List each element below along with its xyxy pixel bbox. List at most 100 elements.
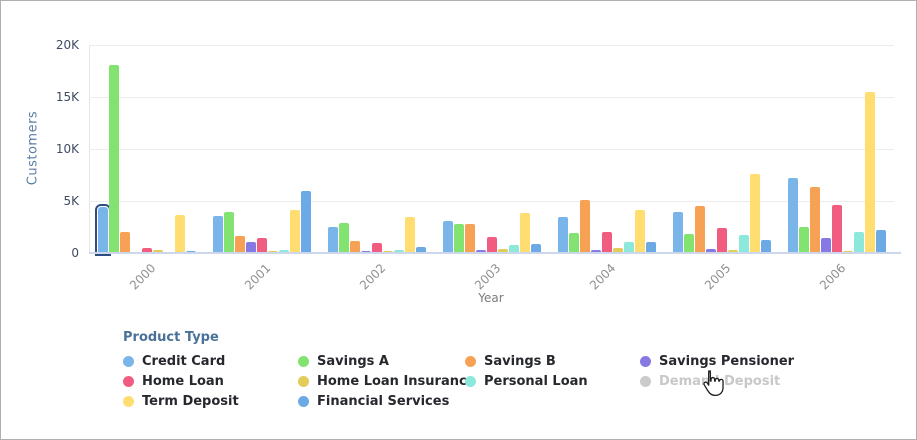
bar-term-deposit[interactable] (174, 215, 185, 253)
bar-group-2005: 2005 (664, 45, 779, 292)
bar-savings-b[interactable] (809, 187, 820, 253)
bar-personal-loan[interactable] (278, 250, 289, 253)
bar-savings-pensioner[interactable] (245, 242, 256, 253)
bar-personal-loan[interactable] (393, 250, 404, 253)
legend-marker-icon (123, 375, 134, 387)
bar-financial-services[interactable] (645, 242, 656, 253)
bar-home-loan[interactable] (716, 228, 727, 253)
bar-personal-loan[interactable] (623, 242, 634, 253)
legend-item-demand-deposit[interactable]: Demand Deposit (640, 374, 840, 389)
y-axis-title: Customers (25, 110, 41, 186)
bar-savings-b[interactable] (464, 224, 475, 253)
bar-personal-loan[interactable] (853, 232, 864, 253)
gridline (89, 149, 894, 150)
bar-home-loan[interactable] (831, 205, 842, 253)
bar-savings-pensioner[interactable] (705, 249, 716, 253)
legend-item-personal-loan[interactable]: Personal Loan (465, 373, 640, 389)
bar-home-loan[interactable] (601, 232, 612, 253)
y-tick-label: 15K (55, 90, 79, 104)
gridline (89, 97, 894, 98)
bar-term-deposit[interactable] (864, 92, 875, 253)
bar-savings-b[interactable] (694, 206, 705, 253)
bar-savings-a[interactable] (568, 233, 579, 253)
bar-credit-card[interactable] (97, 207, 108, 253)
bar-financial-services[interactable] (760, 240, 771, 253)
bar-savings-b[interactable] (234, 236, 245, 253)
legend-marker-icon (298, 395, 309, 407)
bar-savings-a[interactable] (453, 224, 464, 253)
bar-term-deposit[interactable] (289, 210, 300, 253)
bar-term-deposit[interactable] (404, 217, 415, 253)
bar-financial-services[interactable] (415, 247, 426, 253)
bar-credit-card[interactable] (557, 217, 568, 253)
legend-item-savings-pensioner[interactable]: Savings Pensioner (640, 354, 840, 369)
legend-marker-icon (640, 355, 651, 367)
legend-item-financial-services[interactable]: Financial Services (298, 394, 465, 409)
bar-financial-services[interactable] (875, 230, 886, 253)
bar-savings-a[interactable] (108, 65, 119, 253)
bar-savings-b[interactable] (349, 241, 360, 253)
bar-personal-loan[interactable] (738, 235, 749, 253)
x-tick-label: 2004 (586, 261, 619, 293)
y-tick-label: 0 (71, 246, 79, 260)
legend-marker-icon (298, 375, 309, 387)
bar-term-deposit[interactable] (749, 174, 760, 253)
bar-financial-services[interactable] (300, 191, 311, 253)
bar-home-loan[interactable] (141, 248, 152, 253)
chart-region: 0 5K 10K 15K 20K Customers 2000 2001 2002 2003 2… (1, 1, 916, 311)
legend-marker-icon (465, 355, 476, 367)
bar-home-loan[interactable] (371, 243, 382, 253)
gridline (89, 45, 894, 46)
bar-home-loan[interactable] (256, 238, 267, 253)
legend-item-label: Home Loan (142, 373, 224, 389)
bar-credit-card[interactable] (787, 178, 798, 253)
bar-term-deposit[interactable] (519, 213, 530, 253)
legend-marker-icon (640, 375, 651, 387)
bar-savings-b[interactable] (119, 232, 130, 253)
x-tick-label: 2000 (126, 261, 159, 293)
bar-savings-a[interactable] (223, 212, 234, 253)
bar-home-loan[interactable] (486, 237, 497, 253)
legend-marker-icon (123, 355, 134, 367)
bars (97, 45, 196, 253)
legend-item-label: Savings B (484, 353, 556, 369)
bar-savings-b[interactable] (579, 200, 590, 253)
legend-marker-icon (465, 375, 476, 387)
bar-credit-card[interactable] (212, 216, 223, 253)
bar-savings-a[interactable] (683, 234, 694, 253)
bar-home-loan-insurance[interactable] (612, 248, 623, 253)
legend-marker-icon (123, 395, 134, 407)
bar-credit-card[interactable] (672, 212, 683, 253)
bars (557, 45, 656, 253)
bar-savings-a[interactable] (338, 223, 349, 253)
legend-item-home-loan-insurance[interactable]: Home Loan Insurance (298, 374, 476, 389)
legend-item-home-loan[interactable]: Home Loan (123, 373, 298, 389)
y-tick-label: 20K (55, 38, 79, 52)
y-tick-label: 10K (55, 142, 79, 156)
legend-item-savings-b[interactable]: Savings B (465, 353, 640, 369)
bar-credit-card[interactable] (442, 221, 453, 253)
legend-item-savings-a[interactable]: Savings A (298, 354, 465, 369)
bar-group-2004: 2004 (549, 45, 664, 292)
bar-savings-pensioner[interactable] (820, 238, 831, 253)
gridline (89, 201, 894, 202)
bar-home-loan-insurance[interactable] (497, 249, 508, 253)
bar-credit-card[interactable] (327, 227, 338, 253)
legend-item-label: Personal Loan (484, 373, 588, 389)
bar-term-deposit[interactable] (634, 210, 645, 253)
bar-home-loan-insurance[interactable] (727, 250, 738, 253)
bar-group-2003: 2003 (434, 45, 549, 292)
bar-savings-pensioner[interactable] (475, 250, 486, 253)
bar-savings-a[interactable] (798, 227, 809, 253)
legend-item-credit-card[interactable]: Credit Card (123, 354, 298, 369)
x-tick-label: 2006 (816, 261, 849, 293)
x-axis-title: Year (478, 291, 504, 305)
legend-item-term-deposit[interactable]: Term Deposit (123, 394, 298, 409)
bars (327, 45, 426, 253)
bar-home-loan-insurance[interactable] (152, 250, 163, 253)
bar-financial-services[interactable] (530, 244, 541, 253)
bar-personal-loan[interactable] (508, 245, 519, 253)
bar-group-2001: 2001 (204, 45, 319, 292)
bar-savings-pensioner[interactable] (590, 250, 601, 253)
